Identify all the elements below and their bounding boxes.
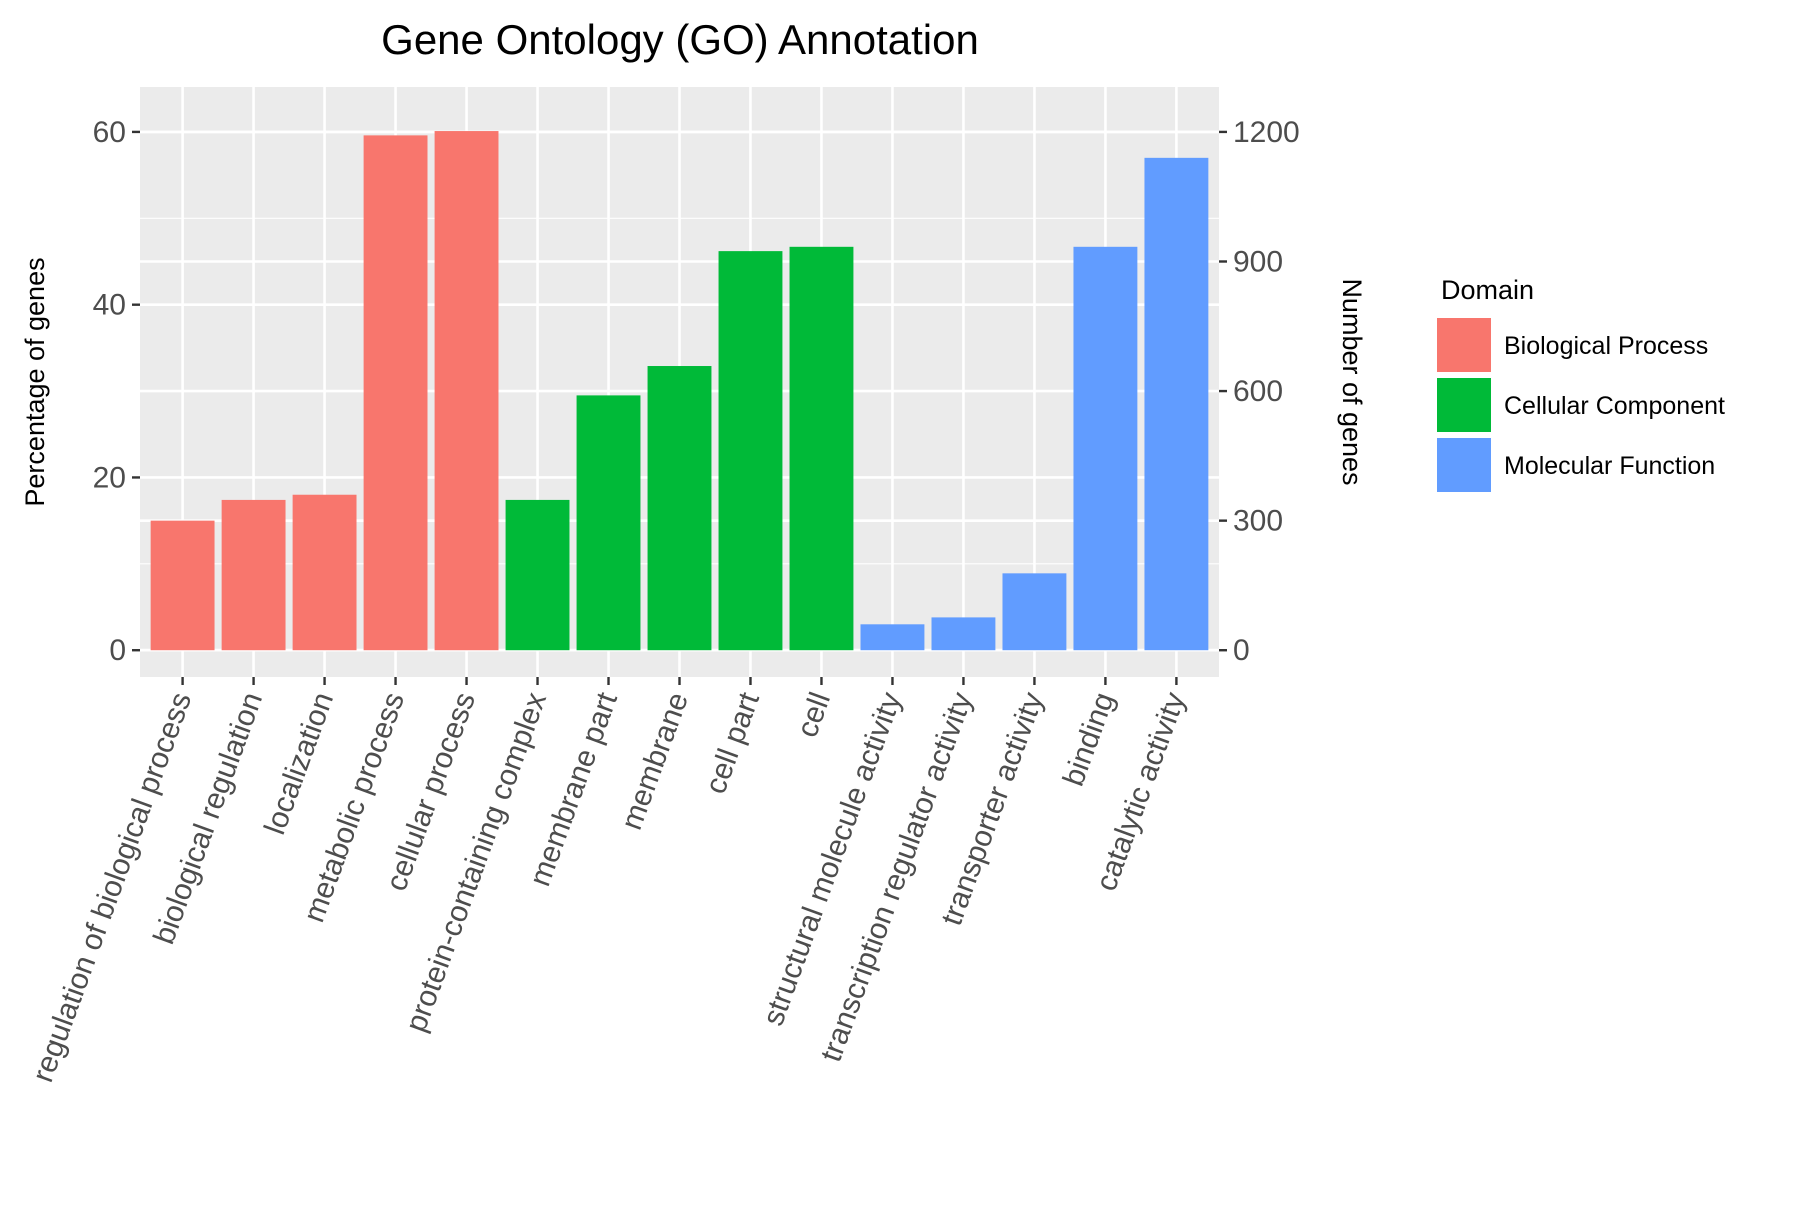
y-tick-label: 0 bbox=[109, 634, 126, 667]
legend-title: Domain bbox=[1441, 275, 1534, 305]
bar-cell-part bbox=[718, 251, 783, 651]
x-tick-label: binding bbox=[1057, 688, 1121, 790]
legend-key-cellular-component bbox=[1437, 378, 1491, 432]
bar-cellular-process bbox=[434, 131, 499, 651]
bar-transcription-regulator-activity bbox=[931, 617, 996, 651]
legend-label: Biological Process bbox=[1504, 332, 1708, 360]
y-tick-label: 60 bbox=[93, 116, 126, 149]
y2-tick-label: 900 bbox=[1233, 245, 1283, 278]
legend: Biological Process Cellular Component Mole… bbox=[1437, 318, 1725, 492]
chart-title: Gene Ontology (GO) Annotation bbox=[381, 16, 979, 63]
y2-tick-label: 600 bbox=[1233, 375, 1283, 408]
legend-key-molecular-function bbox=[1437, 438, 1491, 492]
x-tick-label: membrane bbox=[615, 688, 695, 834]
legend-label: Molecular Function bbox=[1504, 452, 1715, 480]
y2-tick-label: 1200 bbox=[1233, 116, 1300, 149]
legend-label: Cellular Component bbox=[1504, 392, 1725, 420]
legend-key-biological-process bbox=[1437, 318, 1491, 372]
bar-cell bbox=[789, 246, 854, 651]
bar-catalytic-activity bbox=[1144, 157, 1209, 651]
y2-axis-label: Number of genes bbox=[1337, 278, 1367, 485]
bar-transporter-activity bbox=[1002, 573, 1067, 651]
y-tick-label: 40 bbox=[93, 289, 126, 322]
y-axis-label: Percentage of genes bbox=[20, 257, 50, 506]
y2-tick-label: 0 bbox=[1233, 634, 1250, 667]
x-tick-label: localization bbox=[258, 688, 340, 839]
y-tick-label: 20 bbox=[93, 461, 126, 494]
bar-membrane-part bbox=[576, 395, 641, 651]
bar-regulation-of-biological-process bbox=[150, 520, 215, 651]
bar-binding bbox=[1073, 246, 1138, 651]
bar-membrane bbox=[647, 366, 712, 651]
x-tick-label: cell part bbox=[699, 687, 766, 798]
bar-structural-molecule-activity bbox=[860, 624, 925, 651]
bar-localization bbox=[292, 494, 357, 651]
y2-tick-label: 300 bbox=[1233, 505, 1283, 538]
x-tick-label: cell bbox=[791, 688, 837, 742]
bar-protein-containing-complex bbox=[505, 499, 570, 651]
bar-biological-regulation bbox=[221, 499, 286, 651]
bar-metabolic-process bbox=[363, 135, 428, 651]
